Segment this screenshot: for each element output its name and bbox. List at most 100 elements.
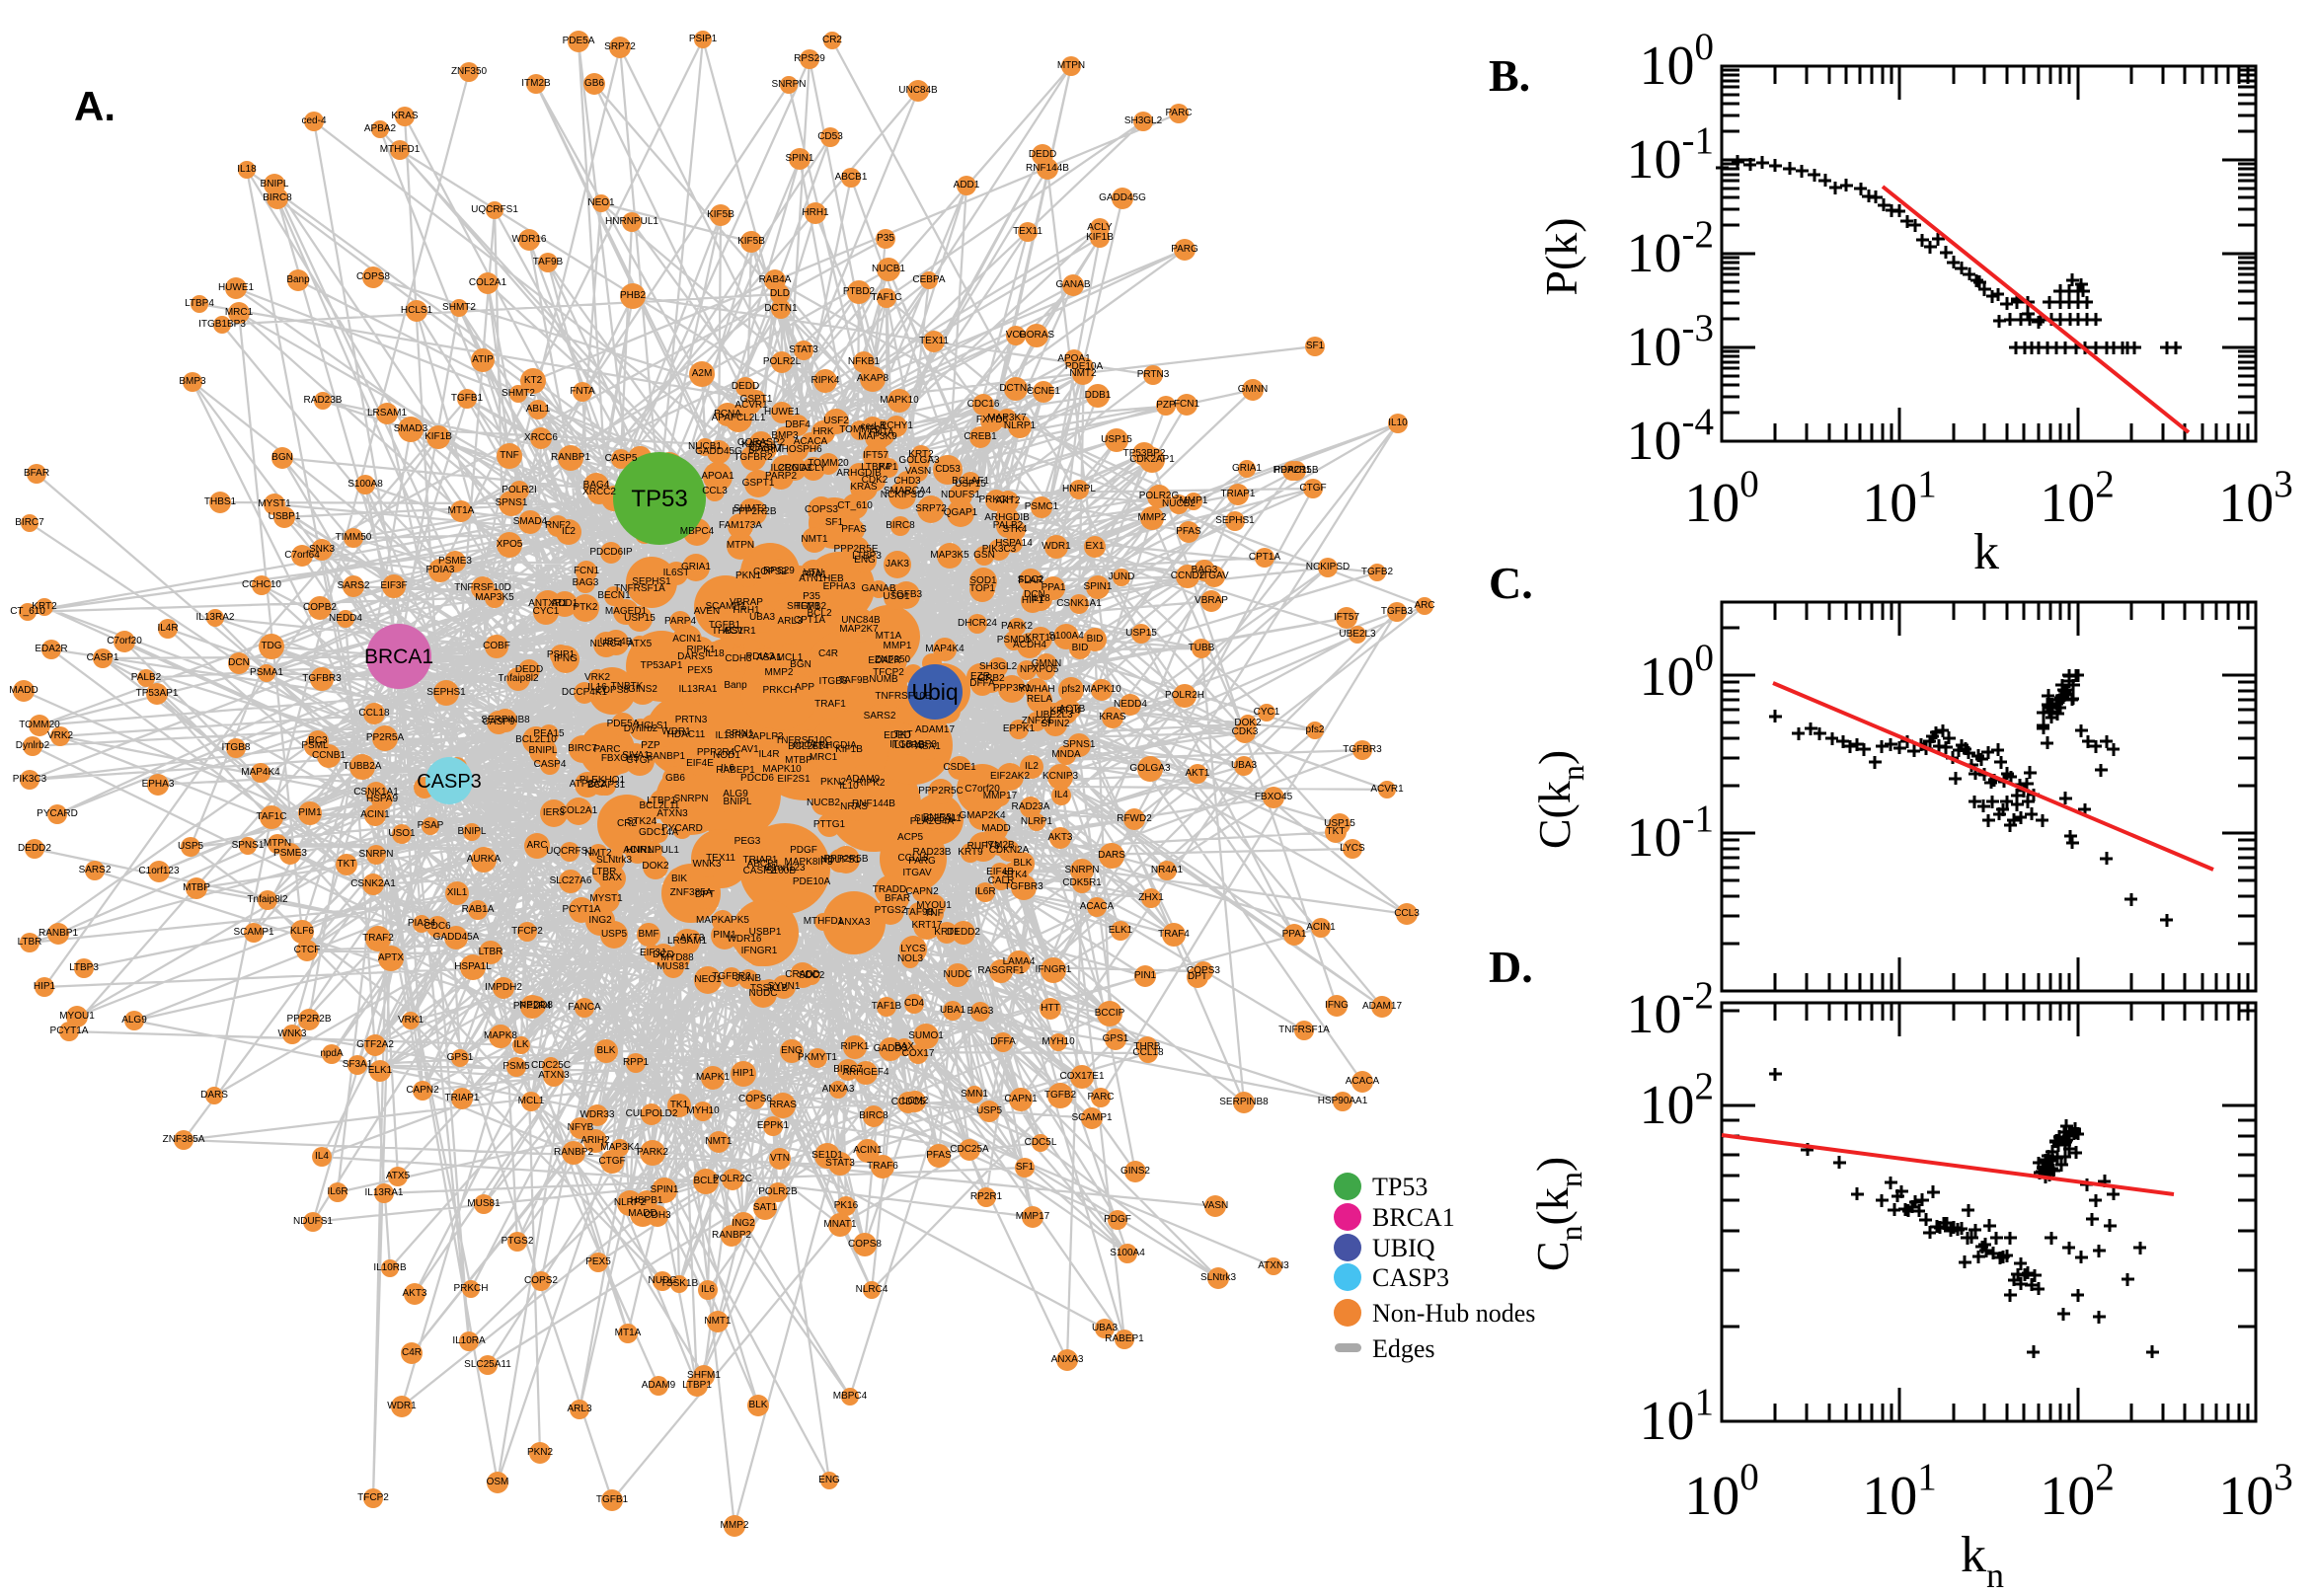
svg-text:CALR: CALR <box>988 875 1015 886</box>
svg-text:LYCS: LYCS <box>1340 843 1365 854</box>
svg-text:SMN1: SMN1 <box>961 1089 988 1100</box>
svg-text:WDR16: WDR16 <box>511 234 546 245</box>
svg-text:PSML: PSML <box>301 740 329 751</box>
svg-text:C7orf20: C7orf20 <box>965 784 1000 795</box>
svg-text:LCM2: LCM2 <box>902 1096 929 1106</box>
svg-text:CCNE1: CCNE1 <box>1027 386 1060 397</box>
svg-text:102: 102 <box>1640 1065 1715 1136</box>
svg-text:MADD: MADD <box>981 823 1010 834</box>
svg-text:DFFA: DFFA <box>969 678 995 689</box>
svg-text:IL10RB: IL10RB <box>891 740 925 751</box>
svg-text:FAM173A: FAM173A <box>719 520 762 531</box>
svg-text:Banp: Banp <box>286 274 310 285</box>
svg-text:NDUFS1: NDUFS1 <box>941 490 980 500</box>
svg-text:ADAM17: ADAM17 <box>1362 1001 1402 1012</box>
svg-text:GINS2: GINS2 <box>1120 1166 1150 1177</box>
svg-text:APOA1: APOA1 <box>701 471 734 482</box>
svg-text:TAF9B: TAF9B <box>839 675 870 686</box>
svg-text:KCNIP3: KCNIP3 <box>1042 771 1079 782</box>
svg-text:UBE4B: UBE4B <box>600 637 633 647</box>
svg-text:PKMYT1: PKMYT1 <box>798 1052 837 1063</box>
svg-text:HNRNPUL1: HNRNPUL1 <box>626 845 679 856</box>
svg-text:CCL3: CCL3 <box>702 486 728 496</box>
svg-text:DCTN1: DCTN1 <box>764 303 798 314</box>
svg-text:CR2: CR2 <box>822 35 842 45</box>
svg-text:A2M: A2M <box>692 368 713 379</box>
svg-text:DPT: DPT <box>695 889 715 900</box>
svg-text:CCDC5: CCDC5 <box>891 1097 926 1107</box>
svg-text:PKN2: PKN2 <box>820 777 847 788</box>
svg-text:EDA2R: EDA2R <box>35 644 67 654</box>
svg-text:STK4: STK4 <box>1002 870 1027 880</box>
svg-text:C7orf64: C7orf64 <box>284 550 320 561</box>
svg-text:ADAM9: ADAM9 <box>642 1380 676 1391</box>
svg-text:WDR1: WDR1 <box>661 726 691 737</box>
svg-text:ANXA3: ANXA3 <box>1051 1354 1084 1365</box>
svg-text:MADD: MADD <box>9 685 38 696</box>
svg-text:MAP2K7: MAP2K7 <box>839 624 879 635</box>
svg-text:PALB2: PALB2 <box>131 672 162 683</box>
svg-text:AKT3: AKT3 <box>679 933 704 944</box>
svg-text:DPT: DPT <box>1188 971 1207 982</box>
svg-text:RANBP1: RANBP1 <box>39 928 78 939</box>
svg-text:TP53BP2: TP53BP2 <box>1123 448 1166 459</box>
svg-text:POLR2G: POLR2G <box>1139 491 1180 501</box>
svg-text:PDCD6IP: PDCD6IP <box>589 547 633 558</box>
svg-text:GOLGA3: GOLGA3 <box>898 455 940 466</box>
svg-text:COPS3: COPS3 <box>1187 965 1220 976</box>
svg-text:MYST1: MYST1 <box>258 498 291 509</box>
svg-text:MRC1: MRC1 <box>810 752 838 763</box>
svg-text:UQCRFS1: UQCRFS1 <box>471 204 518 215</box>
svg-text:TOP1: TOP1 <box>969 583 995 594</box>
svg-text:POLR2I: POLR2I <box>502 485 537 495</box>
svg-text:TGFBR3: TGFBR3 <box>302 673 342 684</box>
svg-text:BCL2L11: BCL2L11 <box>640 800 680 811</box>
svg-text:GPS1: GPS1 <box>447 1052 474 1063</box>
svg-text:BCL2L14: BCL2L14 <box>788 741 829 752</box>
svg-text:TP53: TP53 <box>631 486 687 512</box>
svg-text:RASGRF1: RASGRF1 <box>977 965 1025 976</box>
svg-text:BLK: BLK <box>597 1045 616 1056</box>
svg-text:BAX: BAX <box>894 1041 914 1052</box>
svg-text:USP15: USP15 <box>624 613 656 624</box>
svg-text:PPA1: PPA1 <box>1042 582 1066 593</box>
svg-text:Banp: Banp <box>724 680 747 691</box>
svg-text:RPS29: RPS29 <box>794 53 825 64</box>
svg-text:ASA1: ASA1 <box>915 741 941 752</box>
svg-text:STK4: STK4 <box>1002 524 1027 535</box>
svg-text:PPP2R2B: PPP2R2B <box>732 506 776 517</box>
svg-text:EIF4E: EIF4E <box>686 758 714 769</box>
svg-text:CAPN2: CAPN2 <box>905 886 939 897</box>
svg-text:SHMT2: SHMT2 <box>502 388 535 399</box>
svg-text:FXYD6: FXYD6 <box>976 415 1009 425</box>
svg-text:TRAF6: TRAF6 <box>867 1161 898 1172</box>
svg-text:BNIPL: BNIPL <box>529 745 558 756</box>
svg-text:BIRC8: BIRC8 <box>859 1110 888 1121</box>
svg-text:pfs2: pfs2 <box>1306 724 1325 735</box>
svg-text:TAF1B: TAF1B <box>872 1001 902 1012</box>
svg-text:PFAS: PFAS <box>841 524 867 535</box>
svg-text:GINS2: GINS2 <box>628 684 657 695</box>
svg-text:ZHX1: ZHX1 <box>1138 892 1164 903</box>
svg-text:102: 102 <box>2040 463 2115 534</box>
svg-text:SMARCA4: SMARCA4 <box>884 486 932 496</box>
svg-text:TP53AP1: TP53AP1 <box>641 660 683 671</box>
svg-text:CCL18: CCL18 <box>897 853 929 864</box>
svg-text:C1orf123: C1orf123 <box>764 863 806 874</box>
svg-text:NFKB1: NFKB1 <box>848 356 881 367</box>
svg-text:IL10: IL10 <box>1388 418 1408 428</box>
svg-text:IMPDH2: IMPDH2 <box>485 982 522 993</box>
svg-text:NDUFS1: NDUFS1 <box>820 855 860 866</box>
svg-text:AKT1: AKT1 <box>1185 768 1209 779</box>
svg-text:NUCB1: NUCB1 <box>688 441 722 452</box>
svg-text:CAPN1: CAPN1 <box>1004 1094 1038 1104</box>
svg-text:SDC2: SDC2 <box>1018 574 1044 585</box>
svg-text:PFAS: PFAS <box>1176 526 1201 537</box>
svg-text:BMF: BMF <box>638 929 658 940</box>
svg-text:10-1: 10-1 <box>1627 119 1715 190</box>
svg-text:CASP5: CASP5 <box>605 453 638 464</box>
svg-text:IFT57: IFT57 <box>863 450 889 461</box>
svg-text:NEO1: NEO1 <box>587 197 615 208</box>
svg-text:EDED: EDED <box>884 730 911 741</box>
svg-text:ASA1: ASA1 <box>756 652 782 663</box>
